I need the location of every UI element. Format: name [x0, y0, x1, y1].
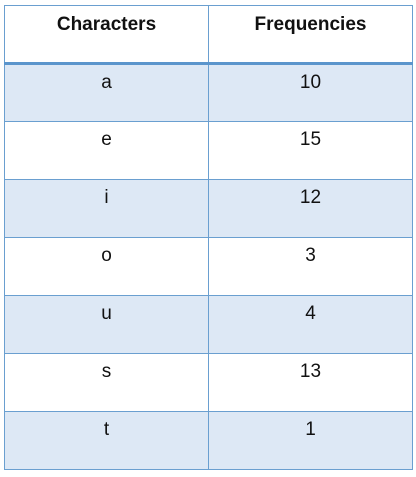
character-cell: t: [4, 411, 209, 470]
character-cell: i: [4, 179, 209, 238]
character-cell: a: [4, 63, 209, 122]
table-row: t 1: [4, 411, 413, 470]
frequency-cell: 12: [208, 179, 413, 238]
character-cell: e: [4, 121, 209, 180]
frequency-cell: 4: [208, 295, 413, 354]
frequency-cell: 13: [208, 353, 413, 412]
table-row: o 3: [4, 237, 413, 296]
frequency-cell: 1: [208, 411, 413, 470]
character-cell: o: [4, 237, 209, 296]
column-header-frequencies: Frequencies: [208, 5, 413, 65]
character-cell: u: [4, 295, 209, 354]
table-row: e 15: [4, 121, 413, 180]
table-row: a 10: [4, 63, 413, 122]
character-cell: s: [4, 353, 209, 412]
frequency-cell: 10: [208, 63, 413, 122]
table-row: s 13: [4, 353, 413, 412]
frequency-cell: 15: [208, 121, 413, 180]
table-row: u 4: [4, 295, 413, 354]
frequency-cell: 3: [208, 237, 413, 296]
header-row: Characters Frequencies: [4, 5, 413, 65]
column-header-characters: Characters: [4, 5, 209, 65]
frequency-table: Characters Frequencies a 10 e 15 i 12 o …: [4, 5, 413, 470]
table-row: i 12: [4, 179, 413, 238]
